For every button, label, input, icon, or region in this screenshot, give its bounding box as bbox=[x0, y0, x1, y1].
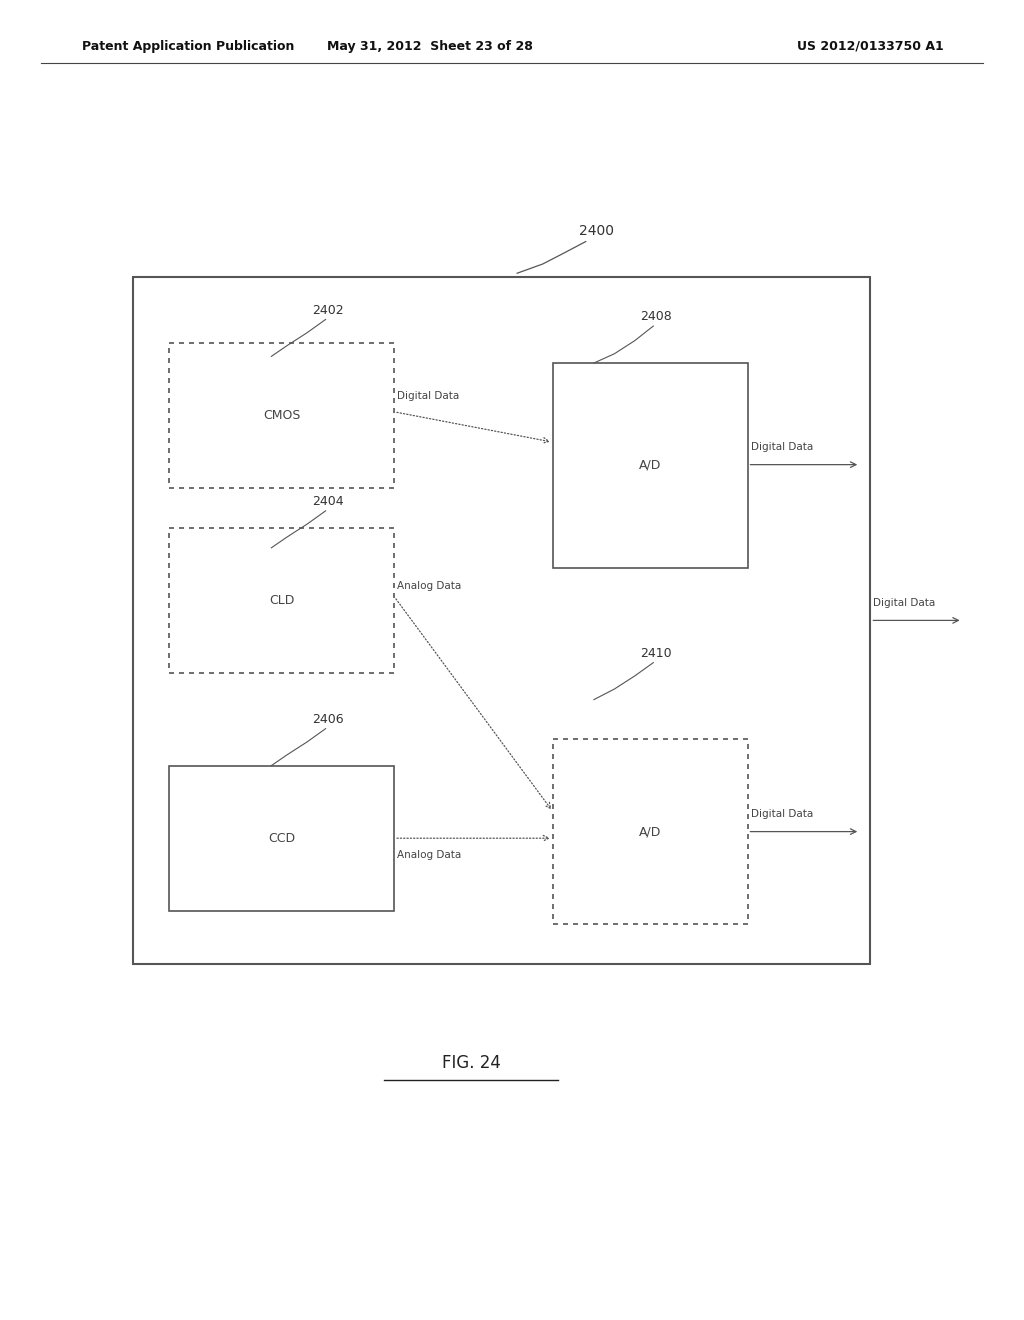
Text: FIG. 24: FIG. 24 bbox=[441, 1053, 501, 1072]
Text: Digital Data: Digital Data bbox=[873, 598, 936, 609]
Text: Digital Data: Digital Data bbox=[751, 809, 813, 820]
Text: Digital Data: Digital Data bbox=[751, 442, 813, 453]
Text: 2408: 2408 bbox=[640, 310, 672, 323]
Text: Digital Data: Digital Data bbox=[397, 391, 460, 401]
Text: A/D: A/D bbox=[639, 459, 662, 471]
Text: 2406: 2406 bbox=[312, 713, 344, 726]
Text: Analog Data: Analog Data bbox=[397, 581, 462, 591]
Text: May 31, 2012  Sheet 23 of 28: May 31, 2012 Sheet 23 of 28 bbox=[327, 40, 534, 53]
Text: A/D: A/D bbox=[639, 825, 662, 838]
Text: 2410: 2410 bbox=[640, 647, 672, 660]
Text: US 2012/0133750 A1: US 2012/0133750 A1 bbox=[797, 40, 944, 53]
Text: Analog Data: Analog Data bbox=[397, 850, 462, 861]
Text: 2400: 2400 bbox=[579, 224, 613, 238]
Text: CMOS: CMOS bbox=[263, 409, 300, 422]
Text: CCD: CCD bbox=[268, 832, 295, 845]
Text: 2404: 2404 bbox=[312, 495, 344, 508]
Text: 2402: 2402 bbox=[312, 304, 344, 317]
Text: CLD: CLD bbox=[269, 594, 294, 607]
Text: Patent Application Publication: Patent Application Publication bbox=[82, 40, 294, 53]
